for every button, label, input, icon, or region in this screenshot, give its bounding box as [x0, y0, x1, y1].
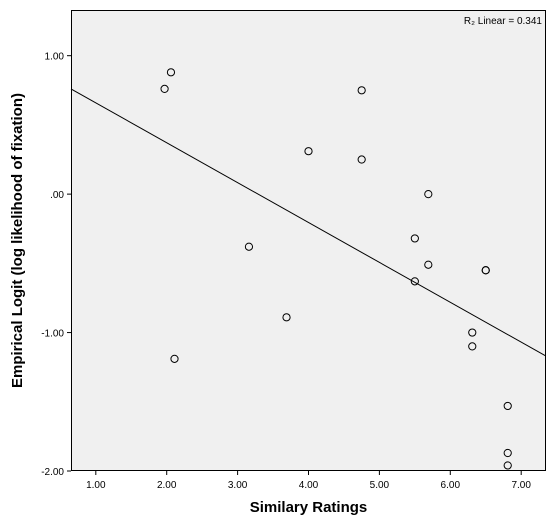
- data-point: [468, 328, 477, 337]
- data-point: [503, 401, 512, 411]
- data-point: [410, 277, 419, 286]
- x-tick-label: 5.00: [370, 480, 390, 491]
- fit-line: [70, 88, 546, 357]
- data-point: [357, 86, 366, 95]
- data-point: [424, 260, 433, 269]
- y-tick-label: -2.00: [41, 467, 64, 478]
- x-tick-label: 1.00: [86, 480, 106, 491]
- y-tick-label: .00: [50, 190, 64, 201]
- data-point: [503, 448, 512, 458]
- x-tick-label: 3.00: [228, 480, 248, 491]
- data-point: [357, 155, 366, 164]
- x-axis: 1.00 2.00 3.00 4.00 5.00 6.00 7.00: [86, 471, 531, 491]
- x-tick-label: 4.00: [299, 480, 319, 491]
- y-tick-label: 1.00: [45, 52, 65, 63]
- x-tick-label: 7.00: [511, 480, 531, 491]
- plot-area: [71, 10, 546, 471]
- r2-annotation: R₂ Linear = 0.341: [464, 16, 543, 27]
- y-axis-title: Empirical Logit (log likelihood of fixat…: [9, 93, 26, 388]
- data-point: [424, 190, 433, 199]
- data-point: [468, 342, 477, 351]
- x-axis-title: Similary Ratings: [250, 499, 368, 516]
- y-axis: 1.00 .00 -1.00 -2.00: [41, 52, 71, 478]
- y-tick-label: -1.00: [41, 329, 64, 340]
- data-point: [481, 266, 490, 275]
- data-point: [170, 354, 179, 363]
- data-point: [304, 147, 313, 156]
- data-point: [282, 313, 291, 322]
- data-point: [244, 242, 254, 251]
- data-point: [503, 461, 512, 470]
- data-points: [160, 68, 512, 470]
- data-point: [410, 234, 419, 243]
- x-tick-label: 6.00: [441, 480, 461, 491]
- data-point: [160, 84, 169, 94]
- x-tick-label: 2.00: [157, 480, 177, 491]
- data-point: [166, 68, 176, 77]
